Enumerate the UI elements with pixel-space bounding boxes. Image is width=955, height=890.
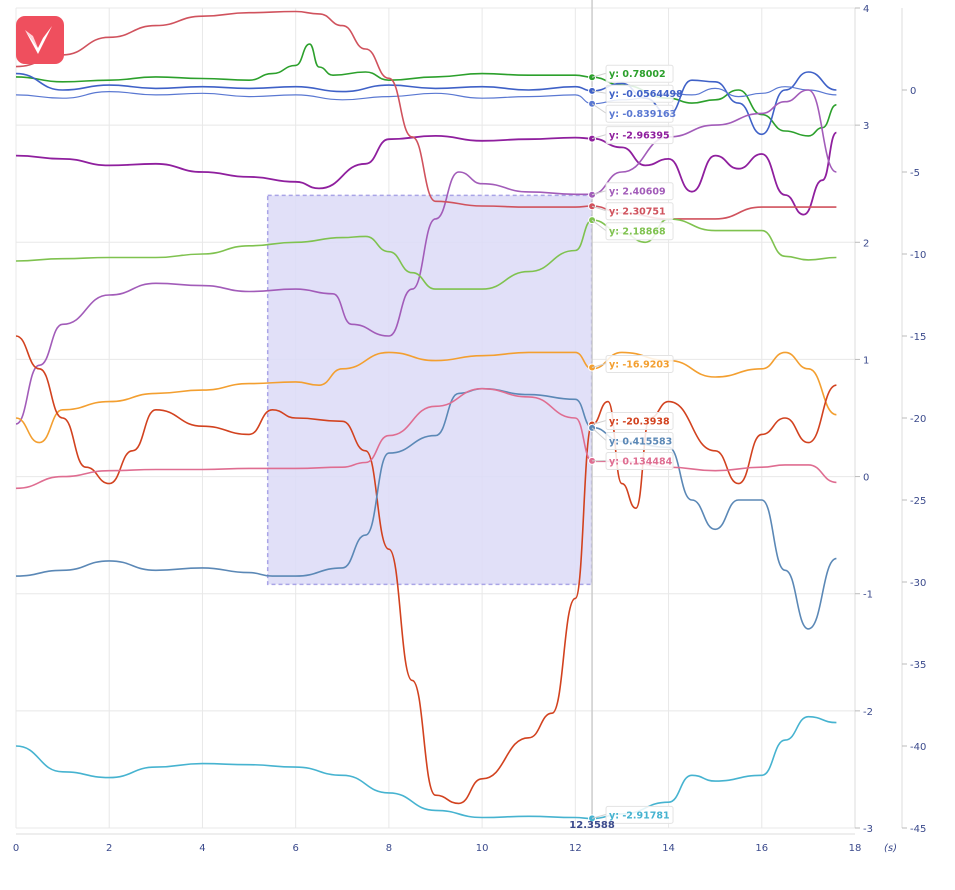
x-tick-label: 8 [386,843,392,854]
tooltip-value-1: y: 0.78002 [609,69,666,80]
x-tick-label: 14 [662,843,675,854]
tooltip-value-3: y: -0.839163 [609,109,676,120]
x-tick-label: 12 [569,843,582,854]
tooltip-leader [592,104,606,113]
right-tick-label: -30 [910,578,926,589]
x-tick-label: 2 [106,843,112,854]
left-tick-label: 1 [863,355,869,366]
right-tick-label: -35 [910,660,926,671]
x-axis-unit: (s) [884,843,897,854]
tooltip-value-6: y: 2.30751 [609,207,666,218]
right-tick-label: -45 [910,824,926,835]
tooltip-value-2: y: -0.0564498 [609,89,683,100]
left-tick-label: -2 [863,707,873,718]
right-tick-label: -25 [910,496,926,507]
series-line-6 [16,12,836,219]
right-tick-label: -40 [910,742,926,753]
x-tick-label: 0 [13,843,19,854]
x-tick-label: 18 [849,843,862,854]
right-axis: -45 -40 -35 -30 -25 -20 -15 -10 -5 0 [902,8,926,835]
x-tick-label: 6 [292,843,298,854]
tooltip-value-12: y: -2.91781 [609,810,670,821]
right-tick-label: 0 [910,86,916,97]
tooltip-value-8: y: -16.9203 [609,359,670,370]
app-logo [16,16,64,64]
tooltip-leader [592,428,606,441]
selection-rect [268,195,592,584]
cursor-x-label: 12.3588 [569,820,615,831]
cursor-tooltips: y: 0.78002 y: -0.0564498 y: -0.839163 y: -2… [592,65,683,823]
left-tick-label: 3 [863,121,869,132]
left-tick-label: 2 [863,238,869,249]
left-tick-label: -3 [863,824,873,835]
left-tick-label: 0 [863,473,869,484]
tooltip-value-4: y: -2.96395 [609,131,670,142]
series-line-1 [16,44,836,136]
left-tick-label: -1 [863,590,873,601]
tooltip-value-10: y: 0.415583 [609,436,672,447]
x-tick-label: 16 [755,843,768,854]
tooltip-value-11: y: 0.134484 [609,456,673,467]
right-tick-label: -5 [910,168,920,179]
series-line-3 [16,87,836,104]
x-tick-label: 4 [199,843,205,854]
tooltip-value-5: y: 2.40609 [609,187,666,198]
tooltip-value-9: y: -20.3938 [609,416,670,427]
series-line-12 [16,717,836,819]
left-tick-label: 4 [863,4,869,15]
logo-mark-icon [16,16,64,64]
right-tick-label: -20 [910,414,926,425]
x-tick-label: 10 [476,843,489,854]
x-axis: 0 2 4 6 8 10 12 14 16 18 (s) [13,834,897,854]
tooltip-value-7: y: 2.18868 [609,227,666,238]
right-tick-label: -10 [910,250,926,261]
left-axis: -3 -2 -1 0 1 2 3 4 [855,4,873,835]
right-tick-label: -15 [910,332,926,343]
